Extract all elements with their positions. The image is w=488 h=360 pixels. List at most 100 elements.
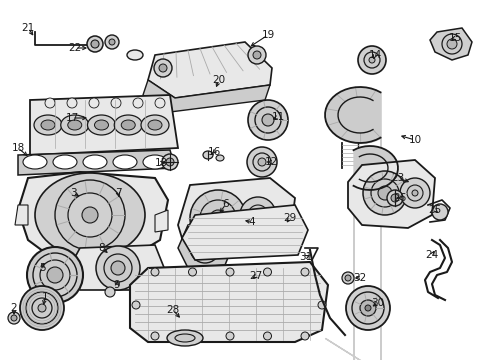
Circle shape — [377, 186, 391, 200]
Ellipse shape — [127, 50, 142, 60]
Circle shape — [105, 35, 119, 49]
Text: 11: 11 — [271, 112, 284, 122]
Circle shape — [27, 247, 83, 303]
Ellipse shape — [216, 155, 224, 161]
Ellipse shape — [142, 155, 167, 169]
Text: 27: 27 — [249, 271, 262, 281]
Polygon shape — [178, 178, 294, 248]
Circle shape — [26, 292, 58, 324]
Circle shape — [190, 233, 220, 263]
Circle shape — [362, 171, 406, 215]
Ellipse shape — [159, 64, 167, 72]
Polygon shape — [148, 42, 271, 98]
Circle shape — [109, 39, 115, 45]
Polygon shape — [142, 80, 269, 112]
Text: 18: 18 — [11, 143, 24, 153]
Circle shape — [89, 98, 99, 108]
Circle shape — [246, 147, 276, 177]
Circle shape — [40, 260, 70, 290]
Circle shape — [317, 301, 325, 309]
Circle shape — [368, 57, 374, 63]
Ellipse shape — [113, 155, 137, 169]
Ellipse shape — [35, 173, 145, 257]
Circle shape — [263, 268, 271, 276]
Text: 6: 6 — [222, 199, 229, 209]
Circle shape — [247, 205, 267, 225]
Circle shape — [263, 332, 271, 340]
Polygon shape — [65, 260, 110, 272]
Circle shape — [225, 268, 234, 276]
Text: 23: 23 — [390, 173, 404, 183]
Circle shape — [45, 98, 55, 108]
Polygon shape — [130, 262, 327, 342]
Text: 9: 9 — [113, 280, 120, 290]
Circle shape — [165, 158, 174, 166]
Circle shape — [197, 240, 213, 256]
Ellipse shape — [114, 115, 142, 135]
Circle shape — [87, 36, 103, 52]
Circle shape — [20, 286, 64, 330]
Ellipse shape — [41, 120, 55, 130]
Circle shape — [200, 200, 236, 236]
Circle shape — [390, 194, 398, 202]
Text: 13: 13 — [154, 158, 167, 168]
Circle shape — [11, 315, 17, 321]
Circle shape — [132, 301, 140, 309]
Circle shape — [91, 40, 99, 48]
Text: 24: 24 — [425, 250, 438, 260]
Text: 16: 16 — [207, 147, 220, 157]
Text: 3: 3 — [70, 188, 76, 198]
Text: 17: 17 — [65, 113, 79, 123]
Ellipse shape — [247, 46, 265, 64]
Text: 26: 26 — [392, 193, 406, 203]
Circle shape — [364, 305, 370, 311]
Text: 31: 31 — [299, 252, 312, 262]
Circle shape — [258, 158, 265, 166]
Circle shape — [162, 154, 178, 170]
Circle shape — [67, 98, 77, 108]
Circle shape — [47, 267, 63, 283]
Text: 22: 22 — [68, 43, 81, 53]
Circle shape — [446, 39, 456, 49]
Circle shape — [151, 332, 159, 340]
Ellipse shape — [141, 115, 169, 135]
Ellipse shape — [154, 59, 172, 77]
Text: 12: 12 — [264, 157, 277, 167]
Circle shape — [55, 180, 125, 250]
Text: 2: 2 — [11, 303, 17, 313]
Circle shape — [359, 300, 375, 316]
Text: 15: 15 — [447, 33, 461, 43]
Text: 14: 14 — [367, 50, 381, 60]
Text: 10: 10 — [407, 135, 421, 145]
Circle shape — [301, 332, 308, 340]
Text: 1: 1 — [41, 292, 48, 302]
Ellipse shape — [148, 120, 162, 130]
Circle shape — [252, 153, 270, 171]
Circle shape — [345, 275, 350, 281]
Circle shape — [32, 298, 52, 318]
Circle shape — [253, 211, 262, 219]
Circle shape — [254, 107, 281, 133]
Circle shape — [151, 268, 159, 276]
Circle shape — [8, 312, 20, 324]
Polygon shape — [178, 220, 231, 268]
Text: 5: 5 — [39, 263, 45, 273]
Circle shape — [370, 179, 398, 207]
Ellipse shape — [175, 334, 195, 342]
Circle shape — [82, 207, 98, 223]
Circle shape — [96, 246, 140, 290]
Ellipse shape — [61, 115, 88, 135]
Text: 20: 20 — [212, 75, 225, 85]
Polygon shape — [18, 150, 175, 175]
Circle shape — [111, 98, 121, 108]
Polygon shape — [347, 160, 434, 228]
Circle shape — [441, 34, 461, 54]
Circle shape — [133, 98, 142, 108]
Polygon shape — [18, 172, 168, 260]
Text: 28: 28 — [166, 305, 179, 315]
Circle shape — [386, 190, 402, 206]
Text: 21: 21 — [21, 23, 35, 33]
Polygon shape — [30, 95, 178, 155]
Polygon shape — [68, 245, 164, 290]
Text: 25: 25 — [427, 205, 441, 215]
